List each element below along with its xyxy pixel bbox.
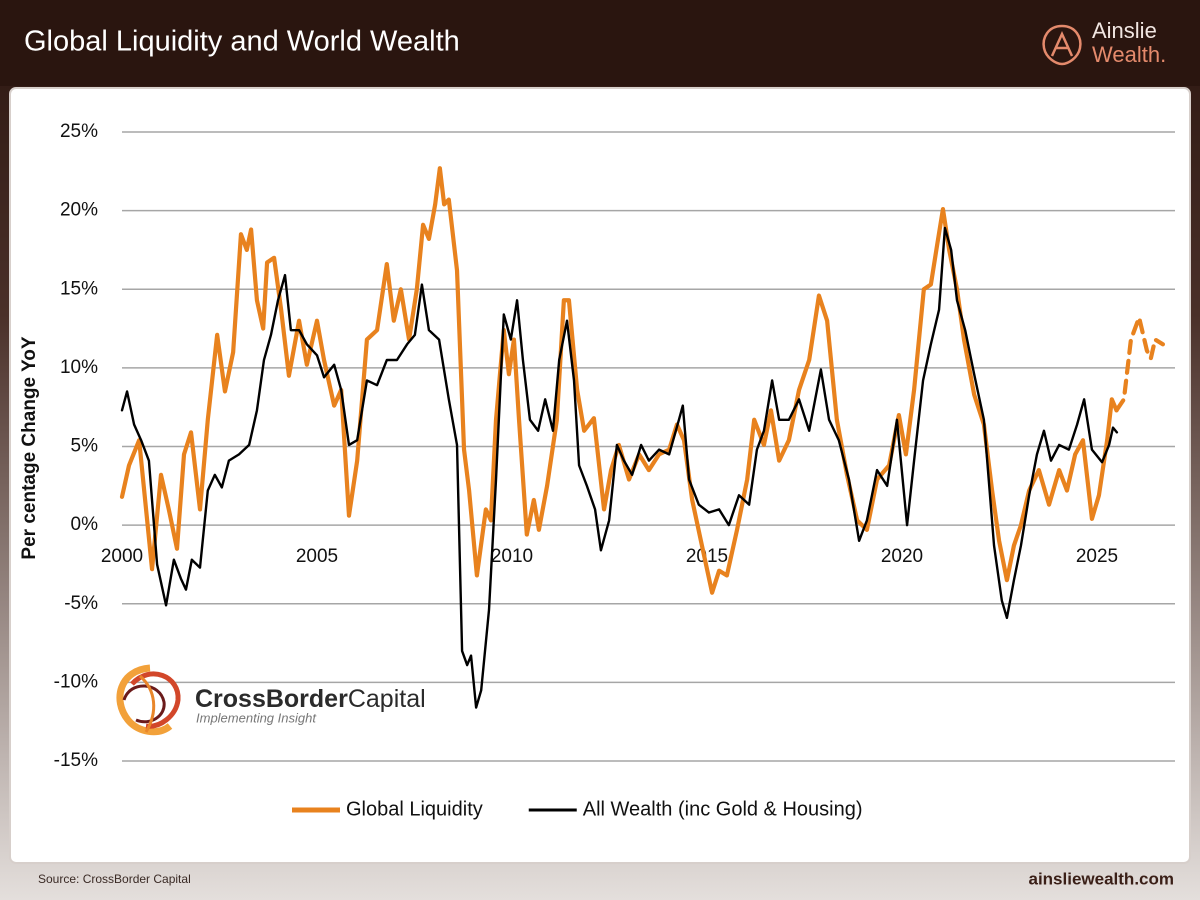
y-tick-label: 15%	[60, 278, 98, 299]
x-tick-label: 2010	[491, 546, 533, 567]
legend: Global Liquidity All Wealth (inc Gold & H…	[292, 798, 863, 820]
watermark-arc	[122, 684, 166, 724]
series-line	[120, 226, 1119, 709]
watermark: CrossBorderCapital Implementing Insight	[116, 664, 426, 736]
projection-line	[1114, 315, 1166, 413]
brand-logo: Ainslie Wealth.	[1042, 18, 1166, 67]
brand-mark	[1042, 24, 1082, 66]
x-tick-label: 2020	[881, 546, 923, 567]
x-tick-label: 2005	[296, 546, 338, 567]
x-tick-label: 2015	[686, 546, 728, 567]
watermark-name: CrossBorderCapital	[195, 685, 426, 713]
y-tick-label: -10%	[54, 671, 98, 692]
x-tick-label: 2000	[101, 546, 143, 567]
watermark-tagline: Implementing Insight	[196, 710, 317, 725]
watermark-regular: Capital	[348, 685, 426, 713]
footer-url: ainsliewealth.com	[1029, 869, 1175, 888]
y-tick-label: 0%	[71, 514, 99, 535]
brand-line1: Ainslie	[1092, 18, 1157, 43]
watermark-bold: CrossBorder	[195, 685, 348, 713]
y-axis-label: Per centage Change YoY	[19, 336, 40, 559]
watermark-arc	[130, 671, 181, 729]
brand-mark-a	[1050, 30, 1074, 57]
source-note: Source: CrossBorder Capital	[38, 872, 191, 886]
y-tick-label: 25%	[60, 121, 98, 142]
legend-label: All Wealth (inc Gold & Housing)	[583, 798, 863, 820]
y-tick-label: -15%	[54, 750, 98, 771]
x-tick-label: 2025	[1076, 546, 1118, 567]
watermark-arc	[138, 674, 156, 733]
y-tick-label: 20%	[60, 200, 98, 221]
watermark-arc	[116, 664, 173, 736]
brand-line2: Wealth.	[1092, 42, 1166, 67]
legend-label: Global Liquidity	[346, 798, 483, 820]
y-tick-label: 10%	[60, 357, 98, 378]
y-tick-label: 5%	[71, 436, 99, 457]
series-line	[119, 166, 1119, 595]
page-title: Global Liquidity and World Wealth	[24, 26, 460, 58]
header-bar	[0, 0, 1200, 86]
y-tick-label: -5%	[64, 593, 98, 614]
